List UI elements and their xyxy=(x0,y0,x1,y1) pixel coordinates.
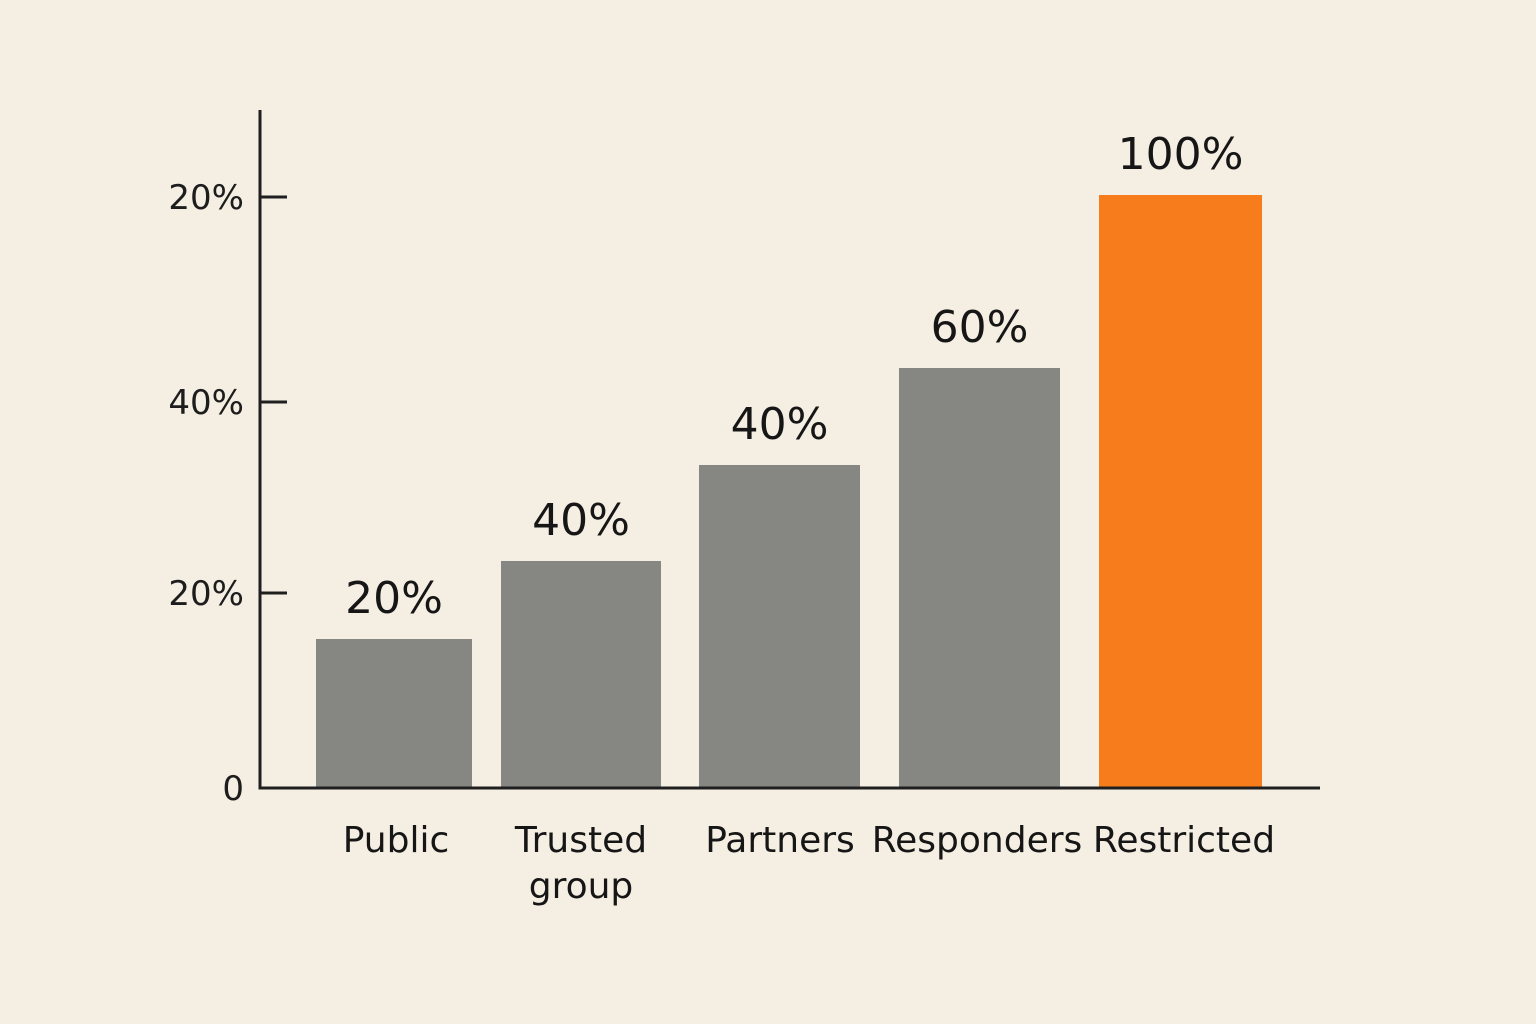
y-tick-label: 40% xyxy=(168,383,244,423)
bar xyxy=(899,368,1060,788)
bar-value-label: 60% xyxy=(931,302,1029,353)
category-label: Restricted xyxy=(1093,820,1275,861)
bar xyxy=(699,465,860,788)
bar xyxy=(316,639,472,788)
category-label: Public xyxy=(343,820,450,861)
category-label: Trusted xyxy=(514,820,647,861)
bar-value-label: 20% xyxy=(345,573,443,624)
bar xyxy=(1099,195,1262,788)
value-labels: 20% 40% 40% 60% 100% xyxy=(345,129,1243,624)
y-tick-label: 20% xyxy=(168,178,244,218)
category-label: group xyxy=(529,866,634,907)
bar xyxy=(501,561,661,788)
category-labels: Public Trusted group Partners Responders Rest… xyxy=(343,820,1275,907)
y-tick-label: 20% xyxy=(168,574,244,614)
bar-value-label: 100% xyxy=(1118,129,1244,180)
y-axis: 0 20% 40% 20% xyxy=(168,110,287,809)
bar-value-label: 40% xyxy=(532,495,630,546)
bars xyxy=(316,195,1262,788)
category-label: Responders xyxy=(872,820,1083,861)
category-label: Partners xyxy=(705,820,855,861)
y-tick-label: 0 xyxy=(222,769,244,809)
bar-value-label: 40% xyxy=(731,399,829,450)
